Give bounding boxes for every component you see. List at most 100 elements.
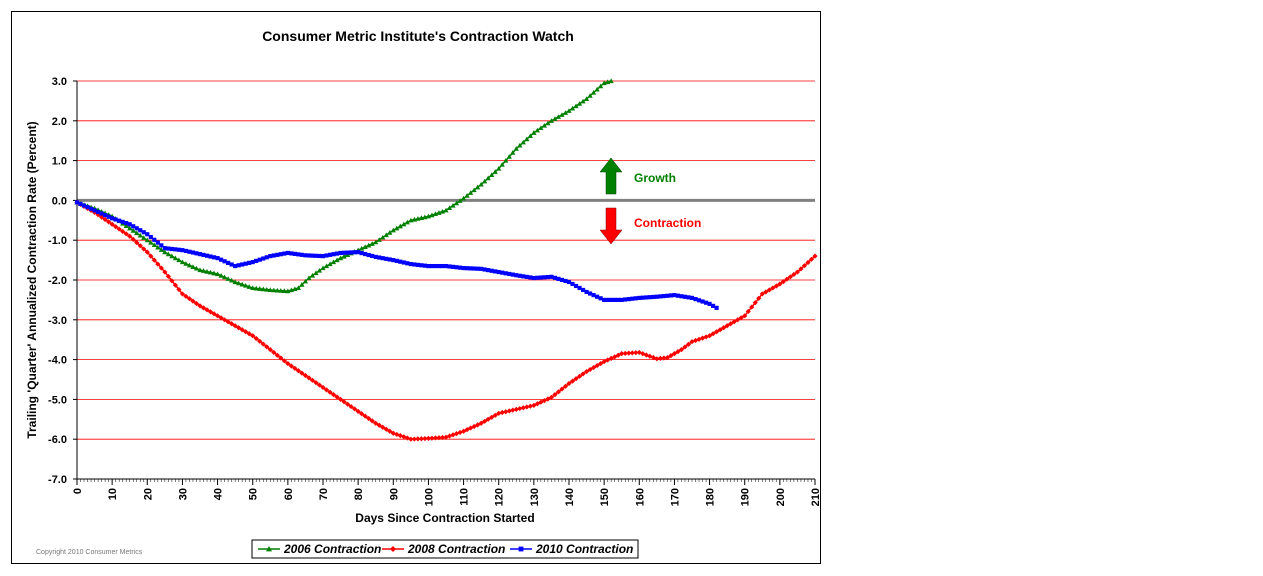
data-point	[426, 263, 431, 269]
data-point	[204, 269, 210, 274]
legend-item: 2008 Contraction	[382, 542, 505, 556]
data-point	[436, 263, 442, 269]
data-point	[225, 276, 231, 281]
data-point	[450, 202, 456, 208]
data-point	[587, 366, 593, 373]
data-point	[700, 299, 705, 304]
data-point	[563, 278, 568, 284]
data-point	[513, 146, 519, 151]
x-tick-label: 140	[564, 488, 576, 506]
data-point	[289, 251, 294, 256]
data-point	[166, 246, 171, 251]
data-point	[602, 297, 607, 302]
data-point	[555, 389, 562, 395]
data-point	[471, 423, 477, 430]
data-point	[439, 208, 446, 214]
data-point	[439, 434, 446, 441]
data-point	[123, 223, 129, 228]
data-point	[475, 266, 480, 271]
data-point	[446, 205, 453, 211]
data-point	[668, 353, 674, 359]
data-point	[144, 237, 150, 243]
data-point	[489, 172, 495, 178]
data-point	[492, 412, 498, 418]
data-point	[390, 227, 396, 233]
data-point	[253, 285, 259, 291]
data-point	[798, 266, 804, 272]
data-point	[671, 351, 678, 357]
data-point	[391, 258, 396, 263]
data-point	[204, 307, 210, 313]
data-point	[689, 295, 695, 300]
data-point	[433, 263, 438, 269]
x-tick-label: 100	[423, 488, 435, 506]
y-tick-label: -4.0	[48, 355, 67, 367]
data-point	[190, 298, 196, 304]
data-point	[260, 286, 266, 292]
data-point	[120, 228, 126, 235]
data-point	[254, 258, 259, 263]
data-point	[99, 214, 105, 220]
data-point	[219, 257, 224, 262]
data-point	[250, 333, 256, 339]
data-point	[499, 409, 505, 416]
data-point	[317, 253, 322, 259]
data-point	[134, 230, 140, 236]
data-point	[548, 394, 555, 401]
data-point	[158, 265, 164, 271]
data-point	[447, 264, 452, 269]
data-point	[257, 257, 262, 262]
data-point	[99, 211, 104, 216]
data-point	[232, 323, 238, 329]
data-point	[489, 414, 495, 420]
data-point	[464, 427, 470, 433]
data-point	[404, 435, 410, 441]
data-point	[594, 362, 600, 369]
data-point	[169, 246, 174, 252]
data-point	[577, 285, 582, 291]
data-point	[295, 368, 301, 374]
data-point	[148, 239, 154, 245]
data-point	[612, 354, 618, 360]
data-point	[362, 413, 368, 419]
y-tick-label: -3.0	[48, 315, 67, 327]
x-tick-label: 50	[248, 488, 260, 500]
data-point	[643, 352, 649, 358]
data-point	[299, 282, 305, 287]
data-point	[686, 295, 691, 300]
data-point	[320, 265, 326, 271]
data-point	[88, 206, 94, 211]
data-point	[493, 269, 498, 274]
data-point	[176, 257, 182, 263]
data-point	[404, 219, 410, 225]
data-point	[113, 224, 119, 230]
legend-swatch-marker	[518, 546, 524, 552]
data-point	[644, 295, 649, 300]
data-point	[503, 158, 509, 163]
data-point	[787, 274, 793, 280]
series-line	[76, 201, 816, 440]
growth-annotation: Growth	[599, 157, 676, 195]
data-point	[429, 212, 435, 218]
data-point	[499, 161, 505, 167]
data-point	[267, 347, 273, 353]
data-point	[661, 355, 667, 361]
data-point	[580, 371, 586, 377]
data-point	[81, 203, 87, 208]
data-point	[345, 250, 350, 255]
data-point	[373, 239, 379, 245]
data-point	[425, 435, 432, 442]
data-point	[338, 250, 343, 256]
data-point	[144, 249, 150, 255]
data-point	[562, 383, 569, 389]
data-point	[429, 435, 435, 441]
data-point	[183, 248, 189, 254]
data-point	[486, 268, 491, 273]
x-tick-label: 160	[634, 488, 646, 506]
data-point	[296, 252, 301, 257]
data-point	[524, 136, 530, 142]
y-tick-label: -1.0	[48, 235, 67, 247]
data-point	[159, 243, 164, 248]
data-point	[654, 356, 660, 362]
data-point	[162, 269, 168, 275]
